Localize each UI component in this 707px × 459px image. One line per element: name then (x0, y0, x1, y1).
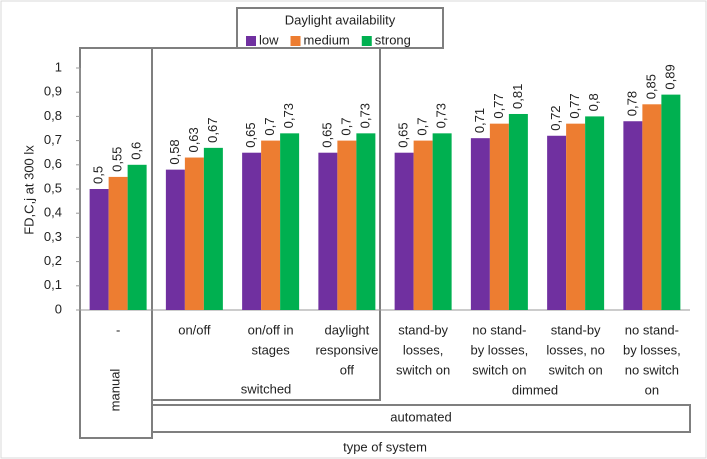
x-tick-label: by losses, (470, 342, 528, 357)
legend-title: Daylight availability (285, 12, 396, 27)
y-tick-label: 0,6 (44, 156, 62, 171)
x-tick-label: - (116, 322, 120, 337)
bar (242, 152, 262, 310)
bar (413, 140, 433, 310)
bar (337, 140, 357, 310)
x-tick-label: losses, (403, 342, 443, 357)
y-tick-label: 0,5 (44, 180, 62, 195)
value-label: 0,73 (281, 103, 296, 128)
bar (661, 94, 681, 311)
bar (432, 133, 452, 310)
value-label: 0,67 (205, 118, 220, 143)
x-tick-label: on (645, 382, 659, 397)
x-tick-label: by losses, (623, 342, 681, 357)
legend-label: medium (304, 32, 350, 47)
x-tick-label: switch on (472, 362, 526, 377)
y-tick-label: 0,3 (44, 229, 62, 244)
bar (547, 135, 567, 310)
x-axis-label: type of system (343, 439, 427, 454)
value-label: 0,7 (338, 118, 353, 136)
bar (508, 113, 528, 310)
bar (127, 164, 147, 310)
bar (261, 140, 281, 310)
y-tick-label: 0,2 (44, 253, 62, 268)
bar (89, 189, 109, 310)
x-tick-label: responsive (315, 342, 378, 357)
y-tick-label: 0,8 (44, 108, 62, 123)
value-label: 0,58 (167, 139, 182, 164)
bar (318, 152, 338, 310)
value-label: 0,78 (624, 91, 639, 116)
bar (356, 133, 376, 310)
legend-swatch (246, 36, 256, 46)
legend-label: strong (375, 32, 411, 47)
x-tick-label: switch on (396, 362, 450, 377)
group-label: dimmed (512, 382, 558, 397)
value-label: 0,85 (643, 74, 658, 99)
value-label: 0,8 (586, 93, 601, 111)
value-label: 0,77 (567, 93, 582, 118)
x-tick-label: stages (251, 342, 290, 357)
value-label: 0,77 (491, 93, 506, 118)
value-label: 0,6 (129, 142, 144, 160)
bar (280, 133, 300, 310)
value-label: 0,7 (262, 118, 277, 136)
x-tick-label: on/off in (248, 322, 294, 337)
x-tick-label: no stand- (625, 322, 679, 337)
x-tick-label: switch on (549, 362, 603, 377)
x-tick-label: no stand- (472, 322, 526, 337)
value-label: 0,55 (110, 147, 125, 172)
y-tick-label: 0 (55, 301, 62, 316)
x-tick-label: on/off (178, 322, 211, 337)
legend-label: low (259, 32, 279, 47)
group-label: automated (390, 409, 451, 424)
bar (489, 123, 509, 310)
bar (585, 116, 605, 311)
value-label: 0,65 (396, 122, 411, 147)
value-label: 0,63 (186, 127, 201, 152)
value-label: 0,89 (662, 64, 677, 89)
value-label: 0,5 (91, 166, 106, 184)
group-label: switched (241, 381, 292, 396)
y-axis-label: FD,C,j at 300 lx (21, 145, 36, 235)
legend-swatch (290, 36, 301, 46)
value-label: 0,73 (434, 103, 449, 128)
y-tick-label: 0,7 (44, 132, 62, 147)
bar (566, 123, 586, 310)
bar (203, 147, 223, 310)
bar (184, 157, 204, 310)
x-tick-label: stand-by (551, 322, 601, 337)
x-tick-label: no switch (625, 362, 679, 377)
legend-swatch (361, 36, 372, 46)
x-tick-label: daylight (324, 322, 369, 337)
value-label: 0,7 (415, 118, 430, 136)
value-label: 0,65 (319, 122, 334, 147)
x-tick-label: off (340, 362, 355, 377)
value-label: 0,81 (510, 84, 525, 109)
value-label: 0,72 (548, 105, 563, 130)
bar (165, 169, 185, 310)
y-tick-label: 0,4 (44, 205, 62, 220)
automated-box (151, 404, 691, 433)
value-label: 0,65 (243, 122, 258, 147)
y-tick-label: 0,1 (44, 277, 62, 292)
bar (642, 104, 662, 310)
y-tick-label: 0,9 (44, 84, 62, 99)
bar (470, 138, 490, 310)
legend-box (236, 7, 444, 49)
bar (394, 152, 414, 310)
value-label: 0,71 (472, 108, 487, 133)
bar (108, 176, 128, 310)
group-label: manual (107, 369, 122, 412)
x-tick-label: losses, no (546, 342, 605, 357)
x-tick-label: stand-by (398, 322, 448, 337)
y-tick-label: 1 (55, 59, 62, 74)
bar (623, 121, 643, 311)
value-label: 0,73 (357, 103, 372, 128)
